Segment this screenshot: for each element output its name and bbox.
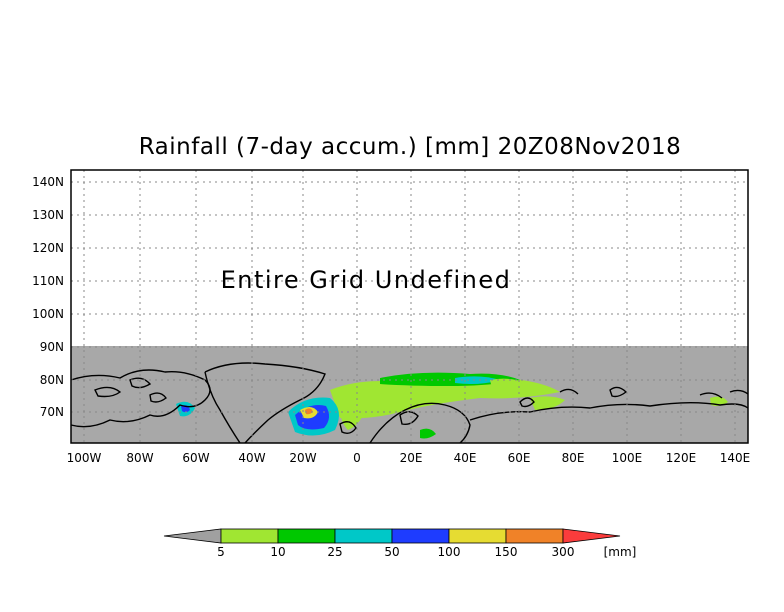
gridlines: [71, 170, 748, 443]
colorbar-segment: [391, 528, 450, 544]
x-tick-label: 80E: [562, 451, 585, 465]
map-title: Rainfall (7-day accum.) [mm] 20Z08Nov201…: [138, 134, 682, 160]
y-tick-label: 80N: [40, 373, 64, 387]
y-tick-label: 110N: [32, 274, 64, 288]
y-tick-label: 90N: [40, 340, 64, 354]
colorbar-unit: [mm]: [604, 545, 637, 559]
colorbar-labels: 5 10 25 50 100 150 300 [mm]: [217, 545, 636, 559]
x-tick-label: 100W: [67, 451, 102, 465]
colorbar-label: 10: [270, 545, 285, 559]
plot-frame: [70, 169, 749, 444]
x-tick-label: 20E: [400, 451, 423, 465]
y-tick-label: 140N: [32, 175, 64, 189]
y-tick-label: 120N: [32, 241, 64, 255]
x-tick-label: 20W: [289, 451, 316, 465]
x-tick-label: 40W: [238, 451, 265, 465]
x-tick-label: 140E: [720, 451, 751, 465]
colorbar-arrow-high: [562, 528, 621, 544]
colorbar-label: 150: [495, 545, 518, 559]
rainfall-patches: [176, 372, 728, 439]
x-axis-ticks: 100W 80W 60W 40W 20W 0 20E 40E 60E 80E 1…: [67, 451, 751, 465]
y-tick-label: 100N: [32, 307, 64, 321]
colorbar-segment: [448, 528, 507, 544]
x-tick-label: 40E: [454, 451, 477, 465]
x-tick-label: 0: [353, 451, 361, 465]
x-tick-label: 60W: [182, 451, 209, 465]
coastlines: [70, 362, 749, 444]
colorbar-label: 5: [217, 545, 225, 559]
colorbar-segment: [220, 528, 279, 544]
y-axis-ticks: 140N 130N 120N 110N 100N 90N 80N 70N: [32, 175, 64, 419]
colorbar-segment: [505, 528, 564, 544]
x-tick-label: 100E: [612, 451, 643, 465]
undefined-message: Entire Grid Undefined: [221, 266, 512, 294]
colorbar-label: 100: [438, 545, 461, 559]
colorbar-label: 300: [552, 545, 575, 559]
x-tick-label: 80W: [126, 451, 153, 465]
y-tick-label: 130N: [32, 208, 64, 222]
colorbar-segment: [277, 528, 336, 544]
colorbar: [163, 528, 621, 544]
x-tick-label: 60E: [508, 451, 531, 465]
y-tick-label: 70N: [40, 405, 64, 419]
colorbar-label: 25: [327, 545, 342, 559]
colorbar-label: 50: [384, 545, 399, 559]
colorbar-segment: [334, 528, 393, 544]
colorbar-arrow-low: [163, 528, 222, 544]
x-tick-label: 120E: [666, 451, 697, 465]
